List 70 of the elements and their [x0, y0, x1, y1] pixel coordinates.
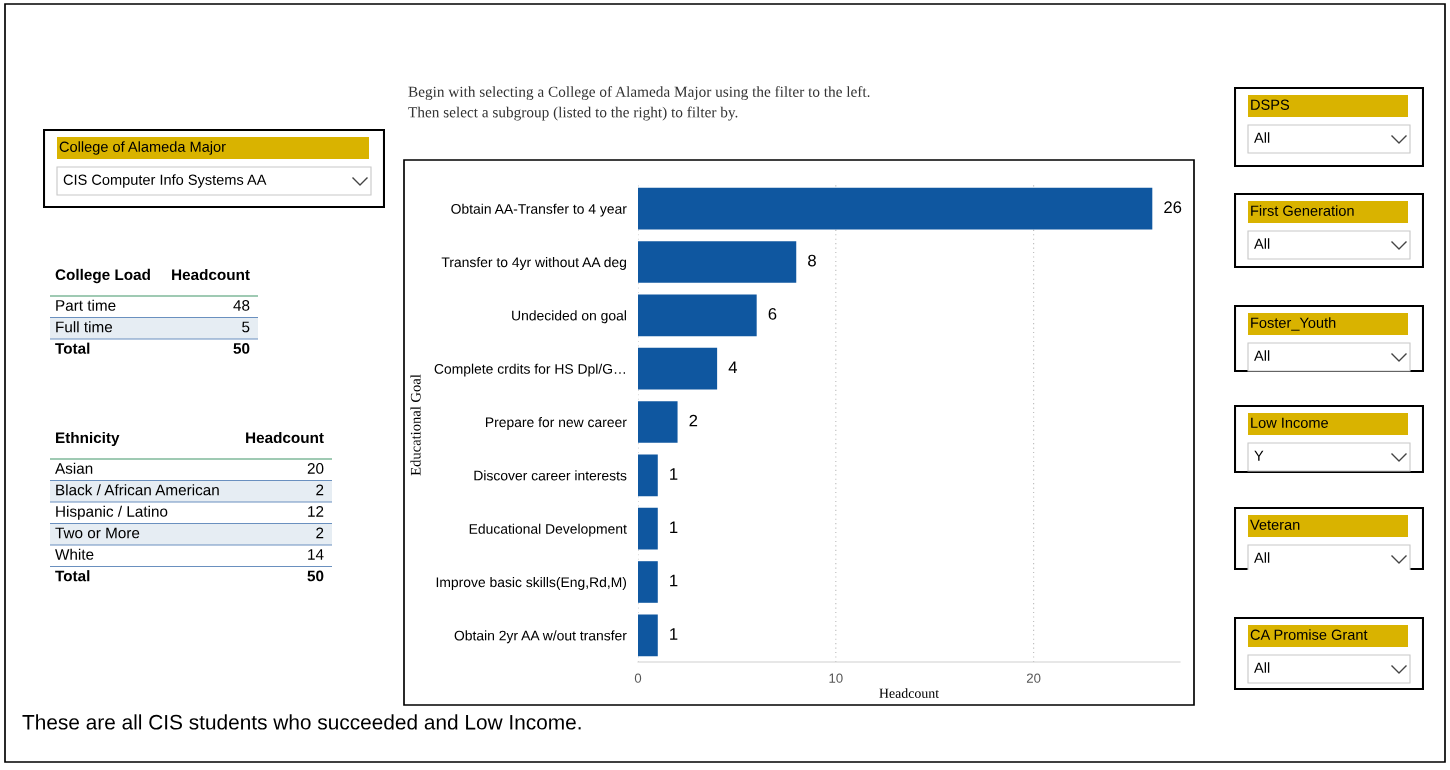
category-label: White — [55, 548, 94, 560]
data-label: 8 — [808, 254, 816, 267]
text: CA Promise Grant — [1250, 629, 1368, 640]
x-axis-title: Headcount — [879, 688, 939, 698]
bar — [638, 454, 658, 497]
category-label: Hispanic / Latino — [56, 505, 168, 520]
text: First Generation — [1251, 205, 1354, 216]
text: Foster_Youth — [1251, 317, 1336, 331]
category-label: Two or More — [55, 527, 140, 539]
data-label: 1 — [670, 468, 678, 480]
y-tick-label: Undecided on goal — [512, 310, 626, 324]
bar — [638, 614, 658, 657]
y-tick-label: Discover career interests — [474, 470, 627, 481]
text: College of Alameda Major — [59, 141, 226, 155]
data-label: 50 — [307, 570, 324, 582]
y-tick-label: Prepare for new career — [486, 416, 627, 430]
category-label: Black / African American — [56, 484, 219, 496]
text: All — [1254, 350, 1270, 361]
text: Veteran — [1250, 519, 1300, 530]
data-label: 1 — [670, 521, 678, 533]
text: CIS Computer Info Systems AA — [63, 174, 267, 188]
chart-subtitle: Begin with selecting a College of Alameda Major using the filter to the left. Then select a subgroup (listed to the right) to filter by. — [408, 86, 870, 121]
data-label: 2 — [689, 414, 698, 427]
text: All — [1254, 238, 1270, 249]
category-label: Total — [55, 342, 90, 354]
y-tick-label: Educational Development — [469, 523, 627, 537]
text: Headcount — [172, 268, 250, 281]
data-label: 1 — [670, 628, 678, 640]
data-label: 20 — [307, 463, 324, 474]
bar — [638, 187, 1153, 230]
bar — [638, 401, 678, 443]
text: Low Income — [1251, 417, 1328, 428]
bar — [638, 241, 797, 283]
data-label: 5 — [242, 321, 250, 333]
y-tick-label: Obtain AA-Transfer to 4 year — [451, 203, 627, 217]
bar — [638, 347, 718, 390]
data-label: 50 — [233, 343, 250, 354]
bar — [638, 507, 658, 550]
y-tick-label: Transfer to 4yr without AA deg — [441, 256, 627, 270]
y-axis-title: Educational Goal — [410, 374, 421, 476]
category-label: Asian — [55, 462, 93, 474]
data-label: 12 — [308, 506, 324, 517]
x-tick-label: 20 — [1026, 673, 1041, 683]
data-label: 2 — [316, 527, 324, 539]
data-label: 6 — [768, 308, 777, 320]
text: All — [1254, 132, 1270, 143]
y-tick-label: Obtain 2yr AA w/out transfer — [454, 630, 627, 644]
bar — [638, 561, 658, 603]
y-tick-label: Complete crdits for HS Dpl/G… — [434, 363, 626, 377]
text: Y — [1254, 450, 1264, 461]
data-label: 4 — [728, 361, 738, 373]
category-label: Part time — [56, 299, 116, 311]
text: Headcount — [246, 431, 324, 444]
data-label: 48 — [233, 300, 250, 311]
y-tick-label: Improve basic skills(Eng,Rd,M) — [436, 576, 627, 590]
text: College Load — [55, 268, 150, 284]
text: All — [1254, 662, 1270, 673]
text: All — [1254, 552, 1270, 563]
category-label: Total — [55, 570, 90, 582]
data-label: 2 — [316, 484, 324, 496]
x-tick-label: 10 — [829, 673, 843, 683]
data-label: 26 — [1164, 201, 1182, 214]
data-label: 1 — [670, 574, 678, 587]
data-label: 14 — [308, 549, 324, 560]
text: Ethnicity — [56, 431, 120, 447]
text: DSPS — [1251, 99, 1290, 110]
x-tick-label: 0 — [634, 673, 642, 683]
bar — [638, 294, 757, 337]
text: These are all CIS students who succeeded and Low Income. — [22, 714, 581, 730]
category-label: Full time — [56, 321, 113, 333]
